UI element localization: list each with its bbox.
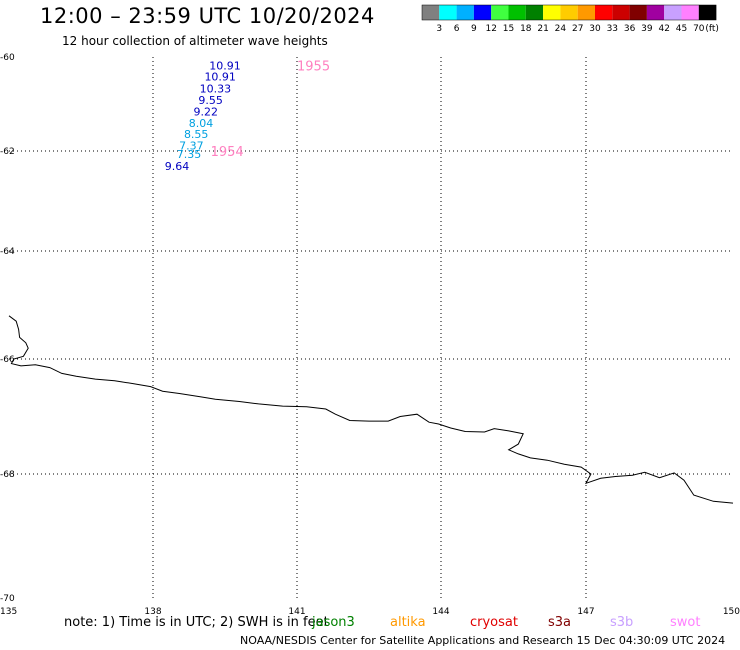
legend-tick-label: 45 xyxy=(676,24,687,34)
legend-swatch xyxy=(439,5,457,20)
legend-swatch xyxy=(560,5,578,20)
legend-swatch xyxy=(508,5,526,20)
sat-cryosat-label: cryosat xyxy=(470,615,518,630)
wave-height-label: 10.33 xyxy=(200,82,232,95)
legend-tick-label: 6 xyxy=(454,24,460,34)
legend-tick-label: 27 xyxy=(572,24,583,34)
legend-swatch xyxy=(473,5,492,20)
lat-tick-label: -60 xyxy=(0,53,15,63)
coastline xyxy=(8,315,734,504)
pass-time-label: 1954 xyxy=(211,145,244,160)
page-title: 12:00 – 23:59 UTC 10/20/2024 xyxy=(40,4,375,28)
legend-tick-label: 30 xyxy=(589,24,601,34)
lon-tick-label: 144 xyxy=(432,607,449,617)
wave-height-label: 10.91 xyxy=(209,59,241,72)
wave-height-label: 10.91 xyxy=(204,71,236,84)
lon-tick-label: 147 xyxy=(577,607,594,617)
lat-tick-label: -68 xyxy=(0,470,15,480)
legend-swatch xyxy=(577,5,595,20)
plot-area xyxy=(9,57,733,598)
sat-s3a-label: s3a xyxy=(548,615,571,630)
legend-tick-label: 36 xyxy=(624,24,636,34)
legend-swatch xyxy=(456,5,474,20)
legend-swatch xyxy=(525,5,544,20)
legend-frame xyxy=(421,4,717,21)
page-subtitle: 12 hour collection of altimeter wave hei… xyxy=(62,34,328,48)
legend-swatch xyxy=(646,5,665,20)
sat-s3b-label: s3b xyxy=(610,615,633,630)
legend-tick-label: 39 xyxy=(641,24,653,34)
wave-height-label: 9.22 xyxy=(194,106,219,119)
lon-tick-label: 141 xyxy=(288,607,305,617)
lon-tick-label: 135 xyxy=(0,607,17,617)
legend-swatch xyxy=(612,5,630,20)
legend-tick-label: 9 xyxy=(471,24,477,34)
legend-tick-label: 33 xyxy=(607,24,618,34)
credit-line: NOAA/NESDIS Center for Satellite Applica… xyxy=(240,634,726,647)
legend-swatch xyxy=(698,5,717,20)
wave-height-labels: 10.9110.9110.339.559.228.048.557.377.359… xyxy=(165,59,330,173)
legend-swatch xyxy=(422,5,440,20)
legend-tick-label: 15 xyxy=(503,24,514,34)
legend-swatch xyxy=(491,5,509,20)
legend-swatch xyxy=(681,5,699,20)
legend-tick-label: 24 xyxy=(555,24,567,34)
wave-height-label: 8.04 xyxy=(189,117,214,130)
satellite-note: note: 1) Time is in UTC; 2) SWH is in fe… xyxy=(64,615,700,630)
wave-height-label: 9.64 xyxy=(165,160,190,173)
legend-swatch xyxy=(595,5,613,20)
wave-height-label: 8.55 xyxy=(184,128,209,141)
color-legend: 3 6 9 12 15 18 21 24 27 30 33 36 39 42 45 70 (ft) xyxy=(421,4,719,34)
legend-swatch xyxy=(664,5,682,20)
legend-swatch xyxy=(629,5,647,20)
pass-time-label: 1955 xyxy=(297,59,330,74)
lat-tick-label: -70 xyxy=(0,594,15,604)
wave-height-label: 7.37 xyxy=(179,139,204,152)
legend-tick-label: 42 xyxy=(658,24,669,34)
legend-tick-label: 21 xyxy=(537,24,548,34)
wave-height-label: 9.55 xyxy=(198,94,223,107)
lat-tick-label: -62 xyxy=(0,147,15,157)
note-text: note: 1) Time is in UTC; 2) SWH is in fe… xyxy=(64,615,329,630)
legend-unit: (ft) xyxy=(705,24,719,34)
legend-tick-label: 3 xyxy=(436,24,442,34)
graticule: 135 138 141 144 147 150 -60 -62 -64 -66 -68 -70 xyxy=(0,53,740,617)
sat-altika-label: altika xyxy=(390,615,426,630)
legend-tick-label: 70 xyxy=(693,24,705,34)
sat-swot-label: swot xyxy=(670,615,700,630)
sat-jason3-label: jason3 xyxy=(311,615,355,630)
lon-tick-label: 138 xyxy=(144,607,161,617)
lat-tick-label: -64 xyxy=(0,247,15,257)
legend-tick-label: 18 xyxy=(520,24,532,34)
lon-tick-label: 150 xyxy=(723,607,740,617)
legend-swatch xyxy=(543,5,561,20)
lat-tick-label: -66 xyxy=(0,355,15,365)
wave-height-label: 7.35 xyxy=(177,148,202,161)
legend-tick-label: 12 xyxy=(485,24,496,34)
